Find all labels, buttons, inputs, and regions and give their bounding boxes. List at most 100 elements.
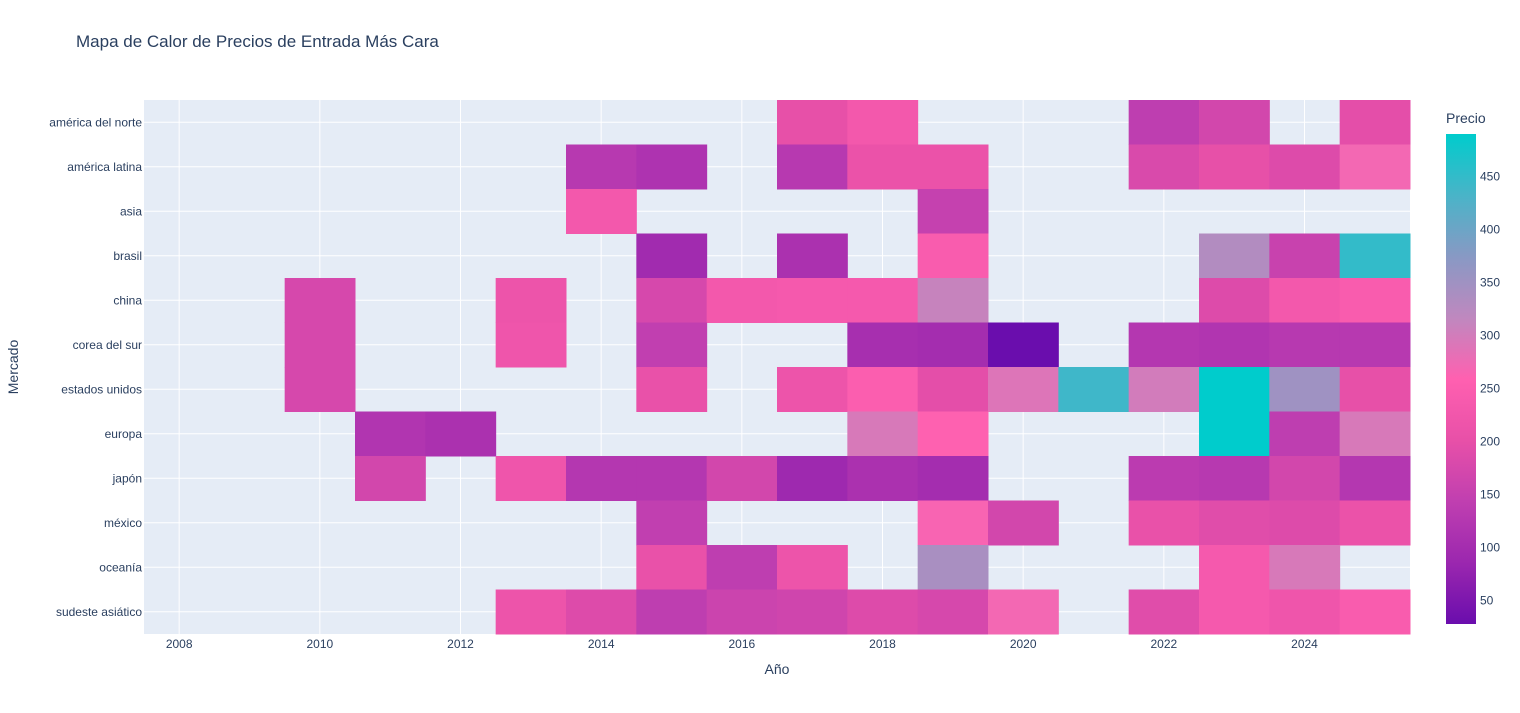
colorbar-tick-label: 250 — [1480, 382, 1500, 396]
heatmap-cell — [777, 545, 848, 590]
heatmap-cell — [636, 278, 708, 323]
heatmap-cells — [284, 100, 1411, 635]
x-tick-label: 2018 — [869, 637, 896, 651]
heatmap-cell — [566, 589, 637, 635]
heatmap-cell — [636, 500, 708, 546]
heatmap-cell — [1339, 278, 1411, 323]
heatmap-cell — [988, 367, 1059, 412]
heatmap-cell — [1199, 278, 1270, 323]
colorbar-tick-label: 400 — [1480, 222, 1500, 236]
x-tick-label: 2016 — [728, 637, 755, 651]
heatmap-cell — [1128, 144, 1200, 190]
heatmap-cell — [847, 411, 919, 457]
heatmap-cell — [1269, 589, 1341, 635]
chart-title: Mapa de Calor de Precios de Entrada Más … — [76, 32, 439, 51]
heatmap-cell — [1339, 100, 1411, 145]
y-tick-label: méxico — [104, 516, 142, 530]
heatmap-cell — [1339, 233, 1411, 279]
y-tick-label: américa latina — [67, 160, 142, 174]
heatmap-cell — [1199, 233, 1270, 279]
heatmap-cell — [1269, 411, 1341, 457]
heatmap-cell — [495, 589, 567, 635]
heatmap-cell — [1199, 456, 1270, 501]
heatmap-cell — [1339, 322, 1411, 368]
colorbar-tick-label: 50 — [1480, 594, 1494, 608]
heatmap-cell — [425, 411, 497, 457]
heatmap-cell — [847, 100, 919, 145]
y-axis-ticks: américa del norte américa latina asia brasi… — [49, 115, 142, 619]
heatmap-cell — [1128, 322, 1200, 368]
heatmap-cell — [917, 278, 989, 323]
heatmap-cell — [636, 367, 708, 412]
heatmap-cell — [1199, 589, 1270, 635]
heatmap-cell — [1269, 500, 1341, 546]
heatmap-cell — [777, 233, 848, 279]
heatmap-cell — [917, 144, 989, 190]
heatmap-cell — [777, 367, 848, 412]
heatmap-cell — [847, 456, 919, 501]
y-tick-label: oceanía — [99, 560, 142, 574]
y-tick-label: corea del sur — [73, 338, 142, 352]
heatmap-cell — [1199, 411, 1270, 457]
heatmap-cell — [847, 144, 919, 190]
colorbar-tick-label: 300 — [1480, 329, 1500, 343]
heatmap-cell — [566, 144, 637, 190]
heatmap-cell — [917, 233, 989, 279]
heatmap-cell — [1339, 144, 1411, 190]
heatmap-cell — [917, 189, 989, 234]
heatmap-cell — [1199, 545, 1270, 590]
heatmap-cell — [1269, 233, 1341, 279]
heatmap-cell — [777, 100, 848, 145]
x-tick-label: 2024 — [1291, 637, 1318, 651]
x-tick-label: 2010 — [306, 637, 333, 651]
heatmap-cell — [1269, 144, 1341, 190]
heatmap-cell — [1269, 456, 1341, 501]
y-tick-label: sudeste asiático — [56, 605, 142, 619]
heatmap-cell — [917, 545, 989, 590]
heatmap-cell — [1269, 278, 1341, 323]
heatmap-cell — [777, 144, 848, 190]
heatmap-cell — [988, 589, 1059, 635]
heatmap-cell — [777, 589, 848, 635]
heatmap-cell — [1269, 322, 1341, 368]
heatmap-cell — [847, 589, 919, 635]
heatmap-cell — [706, 278, 778, 323]
heatmap-cell — [917, 367, 989, 412]
heatmap-cell — [1128, 367, 1200, 412]
heatmap-cell — [1339, 456, 1411, 501]
x-tick-label: 2008 — [166, 637, 193, 651]
heatmap-cell — [917, 500, 989, 546]
heatmap-cell — [1199, 100, 1270, 145]
y-tick-label: asia — [120, 204, 142, 218]
heatmap-cell — [1339, 367, 1411, 412]
heatmap-cell — [284, 322, 356, 368]
colorbar-tick-label: 200 — [1480, 435, 1500, 449]
heatmap-cell — [495, 322, 567, 368]
heatmap-cell — [495, 456, 567, 501]
heatmap-cell — [636, 545, 708, 590]
colorbar — [1446, 134, 1476, 624]
heatmap-cell — [777, 278, 848, 323]
heatmap-cell — [988, 500, 1059, 546]
x-axis-ticks: 2008 2010 2012 2014 2016 2018 2020 2022 2024 — [166, 637, 1318, 651]
heatmap-cell — [1339, 411, 1411, 457]
heatmap-cell — [988, 322, 1059, 368]
heatmap-cell — [1128, 100, 1200, 145]
y-tick-label: europa — [105, 427, 143, 441]
heatmap-cell — [917, 411, 989, 457]
heatmap-cell — [847, 367, 919, 412]
heatmap-cell — [706, 456, 778, 501]
heatmap-cell — [636, 589, 708, 635]
heatmap-cell — [777, 456, 848, 501]
colorbar-tick-label: 150 — [1480, 488, 1500, 502]
heatmap-cell — [1199, 322, 1270, 368]
heatmap-cell — [847, 278, 919, 323]
heatmap-cell — [284, 278, 356, 323]
y-tick-label: china — [113, 293, 142, 307]
heatmap-cell — [917, 456, 989, 501]
heatmap-cell — [1128, 500, 1200, 546]
colorbar-tick-label: 100 — [1480, 541, 1500, 555]
heatmap-cell — [917, 322, 989, 368]
heatmap-cell — [1128, 589, 1200, 635]
